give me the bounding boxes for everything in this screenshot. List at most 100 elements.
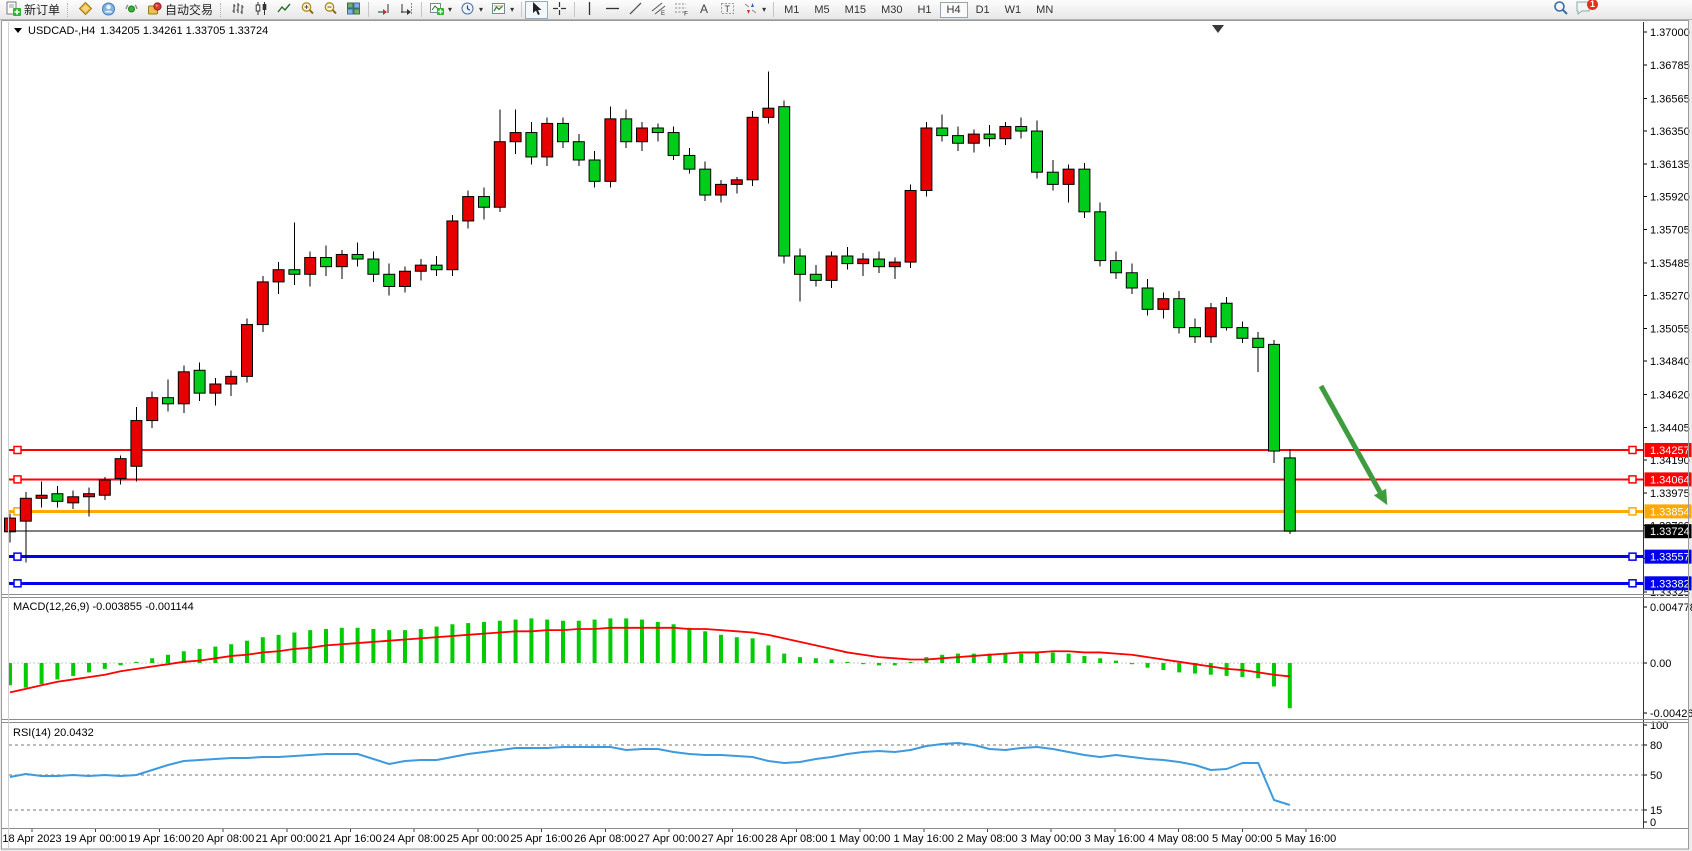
channel-tool-button[interactable]: E — [647, 1, 670, 19]
timeframe-mn-button[interactable]: MN — [1036, 3, 1054, 16]
indicators-button[interactable]: ▾ — [425, 1, 456, 19]
price-tick-label: 1.34620 — [1650, 390, 1690, 402]
search-icon[interactable] — [1553, 0, 1569, 21]
timeframe-m5-button[interactable]: M5 — [814, 3, 830, 16]
arrows-tool-button[interactable]: ▾ — [739, 1, 770, 19]
line-handle[interactable] — [13, 445, 22, 455]
zoom-in-button[interactable] — [296, 1, 319, 19]
macd-histogram-bar — [892, 663, 897, 666]
timeframe-w1-button[interactable]: W1 — [1004, 3, 1022, 16]
price-label-box — [1644, 576, 1692, 591]
new-order-button[interactable]: 新订单 — [2, 1, 64, 19]
line-handle[interactable] — [13, 579, 22, 588]
macd-histogram-bar — [1050, 652, 1055, 663]
line-handle[interactable] — [1628, 445, 1637, 455]
macd-histogram-bar — [418, 628, 423, 663]
line-handle[interactable] — [13, 475, 22, 484]
candle — [98, 479, 111, 496]
price-tick-label: 1.36350 — [1650, 126, 1690, 138]
candle — [414, 264, 427, 272]
market-watch-button[interactable] — [74, 1, 97, 19]
chat-button[interactable]: 1 — [1575, 0, 1598, 21]
annotation-arrow-head[interactable] — [1373, 488, 1388, 506]
chart-ohlc-values: 1.34205 1.34261 1.33705 1.33724 — [100, 25, 268, 37]
candlestick-mode-button[interactable] — [250, 1, 273, 19]
rsi-tick-label: 80 — [1650, 740, 1662, 752]
cursor-tool-button[interactable] — [525, 0, 549, 19]
line-handle[interactable] — [1628, 579, 1637, 588]
macd-histogram-bar — [1161, 663, 1166, 671]
new-order-icon — [6, 1, 21, 19]
signal-button[interactable] — [120, 1, 143, 19]
trendline-tool-button[interactable] — [624, 1, 647, 19]
candle — [19, 497, 32, 522]
macd-histogram-bar — [545, 619, 550, 663]
line-handle[interactable] — [1628, 507, 1637, 516]
timeframe-m1-button[interactable]: M1 — [784, 3, 800, 16]
macd-histogram-bar — [39, 663, 44, 685]
chart-shift-button[interactable] — [395, 1, 418, 19]
bar-chart-mode-button[interactable] — [227, 1, 250, 19]
tile-windows-button[interactable] — [342, 1, 365, 19]
text-label-tool-button[interactable]: T — [716, 1, 739, 19]
signal-icon — [124, 1, 139, 19]
time-tick-label: 26 Apr 08:00 — [574, 833, 636, 845]
time-tick-label: 25 Apr 16:00 — [510, 833, 572, 845]
candle — [83, 493, 95, 498]
timeframe-m15-button[interactable]: M15 — [844, 3, 867, 16]
cursor-icon — [529, 1, 544, 19]
templates-button[interactable]: ▾ — [487, 1, 518, 19]
auto-scroll-button[interactable] — [372, 1, 395, 19]
crosshair-tool-button[interactable] — [548, 1, 571, 19]
annotation-arrow[interactable] — [1318, 384, 1383, 494]
macd-histogram-bar — [102, 663, 107, 669]
macd-histogram-bar — [561, 620, 565, 663]
time-tick-label: 2 May 08:00 — [957, 833, 1018, 845]
macd-tick-label: -0.004266 — [1650, 708, 1692, 720]
time-tick-label: 4 May 08:00 — [1148, 833, 1209, 845]
macd-histogram-bar — [829, 659, 834, 663]
macd-pane — [8, 618, 1292, 709]
line-chart-mode-button[interactable] — [273, 1, 296, 19]
zoom-out-button[interactable] — [319, 1, 342, 19]
auto-trading-button[interactable]: 自动交易 — [143, 1, 217, 19]
pane-titles: USDCAD-,H4 1.34205 1.34261 1.33705 1.3372… — [13, 25, 268, 739]
time-axis: 18 Apr 2023 19 Apr 00:00 19 Apr 16:00 20 Ap… — [2, 828, 1336, 845]
fibonacci-tool-button[interactable]: F — [670, 1, 693, 19]
text-tool-button[interactable]: A — [693, 1, 716, 19]
navigator-button[interactable] — [97, 1, 120, 19]
line-handle[interactable] — [1628, 475, 1637, 484]
macd-histogram-bar — [687, 627, 692, 663]
candle — [493, 141, 506, 208]
price-tick-label: 1.35920 — [1650, 192, 1690, 204]
timeframe-h1-button[interactable]: H1 — [917, 3, 932, 16]
candle — [841, 255, 854, 265]
timeframe-m30-button[interactable]: M30 — [881, 3, 903, 16]
macd-histogram-bar — [245, 640, 249, 663]
periods-button[interactable]: ▾ — [456, 1, 487, 19]
candle — [1015, 125, 1028, 132]
time-tick-label: 21 Apr 16:00 — [319, 833, 381, 845]
timeframe-h4-button[interactable]: H4 — [939, 1, 968, 18]
symbol-dropdown-icon[interactable] — [14, 28, 22, 33]
candle — [509, 132, 522, 143]
line-handle[interactable] — [1628, 552, 1637, 561]
time-tick-label: 1 May 16:00 — [894, 833, 955, 845]
macd-histogram-bar — [861, 663, 866, 665]
price-label-text: 1.34064 — [1650, 474, 1690, 486]
candle — [999, 125, 1012, 140]
clock-icon — [460, 1, 475, 19]
timeframe-d1-button[interactable]: D1 — [975, 3, 990, 16]
macd-histogram-bar — [734, 637, 739, 663]
macd-histogram-bar — [608, 618, 613, 663]
horizontal-line-tool-button[interactable] — [601, 1, 624, 19]
price-label-box — [1644, 504, 1692, 519]
toolbar-separator — [421, 2, 423, 17]
vertical-line-tool-button[interactable] — [578, 1, 601, 19]
candle — [746, 116, 759, 181]
zoom-in-icon — [300, 1, 315, 19]
macd-histogram-bar — [197, 648, 202, 663]
line-handle[interactable] — [13, 552, 22, 561]
candle — [430, 264, 443, 271]
